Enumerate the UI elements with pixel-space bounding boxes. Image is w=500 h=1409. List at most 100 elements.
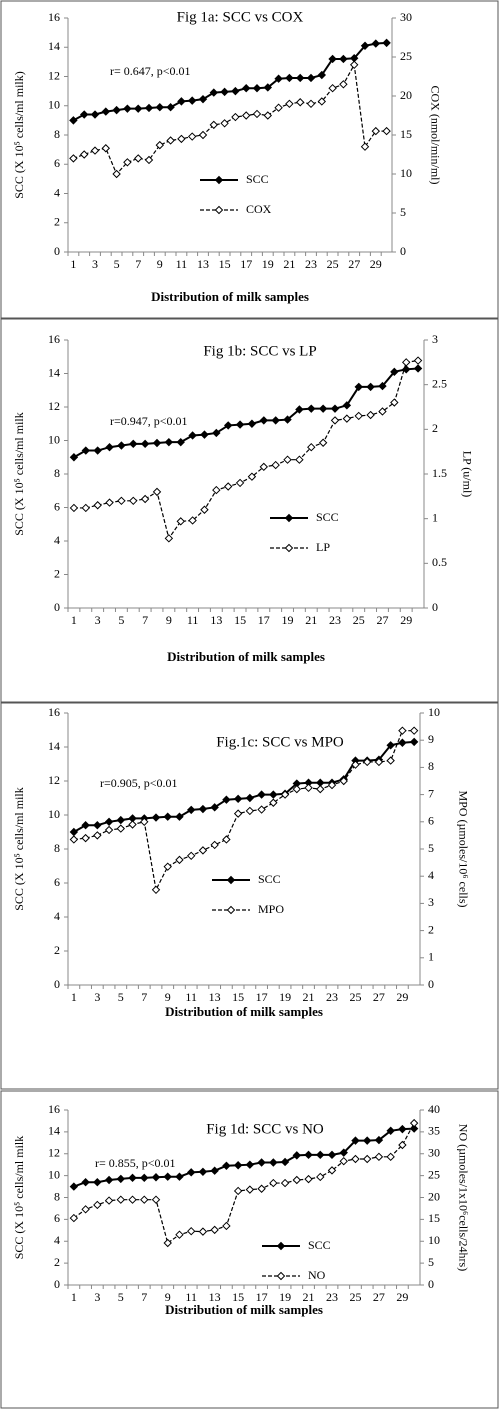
x-tick-label: 23 bbox=[305, 257, 317, 271]
data-point bbox=[151, 1195, 161, 1204]
data-point bbox=[306, 73, 316, 83]
data-point bbox=[223, 421, 233, 430]
y2-tick-label: 2 bbox=[432, 421, 438, 435]
data-point bbox=[269, 798, 278, 807]
y-tick-label: 4 bbox=[54, 185, 60, 199]
x-tick-label: 23 bbox=[326, 990, 338, 1004]
data-point bbox=[81, 446, 91, 455]
data-point bbox=[317, 97, 327, 106]
data-point bbox=[163, 862, 172, 871]
data-point bbox=[222, 835, 231, 844]
y-tick-label: 10 bbox=[48, 807, 60, 821]
data-point bbox=[222, 795, 231, 804]
y2-tick-label: 1 bbox=[432, 510, 438, 524]
data-point bbox=[187, 132, 197, 141]
data-point bbox=[271, 416, 280, 425]
y2-tick-label: 20 bbox=[400, 88, 412, 102]
y-tick-label: 2 bbox=[54, 566, 60, 580]
data-point bbox=[339, 54, 348, 64]
data-point bbox=[316, 1150, 325, 1160]
series-line bbox=[72, 41, 387, 122]
y-tick-label: 14 bbox=[48, 39, 60, 53]
data-point bbox=[129, 496, 138, 506]
data-point bbox=[186, 1168, 196, 1177]
data-point bbox=[81, 820, 90, 830]
y-axis-title: SCC (X 10⁵ cells/ml milk) bbox=[12, 71, 26, 199]
x-tick-label: 5 bbox=[114, 257, 120, 271]
y-axis-title: SCC (X 10⁵ cells/ml milk bbox=[12, 787, 26, 911]
data-point bbox=[241, 83, 251, 93]
data-point bbox=[151, 1173, 161, 1182]
y-tick-label: 16 bbox=[48, 705, 60, 719]
data-point bbox=[390, 367, 399, 377]
chart-title: Fig.1c: SCC vs MPO bbox=[216, 734, 344, 750]
data-point bbox=[269, 790, 278, 799]
y2-axis-title: MPO (µmoles/10⁶ cells) bbox=[456, 790, 470, 907]
y-axis-title: SCC (X 10⁵ cells/ml milk bbox=[12, 412, 26, 536]
legend-label: NO bbox=[308, 1268, 326, 1282]
data-point bbox=[200, 505, 209, 514]
data-point bbox=[280, 1178, 290, 1188]
data-point bbox=[209, 88, 219, 97]
data-point bbox=[409, 737, 419, 747]
y-tick-label: 14 bbox=[48, 1124, 60, 1138]
data-point bbox=[212, 485, 221, 495]
data-point bbox=[259, 462, 269, 472]
data-point bbox=[177, 134, 186, 144]
y-tick-label: 6 bbox=[54, 499, 60, 513]
data-point bbox=[398, 1124, 407, 1134]
data-point bbox=[252, 109, 262, 119]
legend-label: MPO bbox=[258, 902, 284, 916]
data-point bbox=[390, 398, 399, 407]
data-point bbox=[116, 815, 126, 825]
annotation: r= 0.855, p<0.01 bbox=[95, 1156, 176, 1170]
x-tick-label: 13 bbox=[210, 613, 222, 627]
data-point bbox=[93, 501, 102, 510]
data-point bbox=[69, 1182, 79, 1191]
y-tick-label: 8 bbox=[54, 127, 60, 141]
data-point bbox=[360, 142, 370, 151]
x-tick-label: 9 bbox=[157, 257, 163, 271]
y2-tick-label: 5 bbox=[428, 841, 434, 855]
data-point bbox=[285, 99, 294, 109]
data-point bbox=[166, 136, 175, 145]
data-point bbox=[69, 116, 78, 125]
x-tick-label: 11 bbox=[187, 613, 199, 627]
legend-marker bbox=[226, 905, 236, 915]
x-tick-label: 29 bbox=[370, 257, 382, 271]
data-point bbox=[198, 130, 208, 140]
data-point bbox=[175, 1172, 184, 1181]
data-point bbox=[374, 1152, 384, 1162]
data-point bbox=[371, 39, 381, 48]
data-point bbox=[304, 1174, 313, 1184]
data-point bbox=[386, 1152, 395, 1162]
data-point bbox=[198, 846, 208, 855]
data-point bbox=[93, 831, 102, 840]
data-point bbox=[283, 415, 292, 424]
data-point bbox=[245, 793, 255, 803]
data-point bbox=[233, 809, 243, 818]
data-point bbox=[133, 154, 143, 163]
data-point bbox=[316, 1172, 325, 1182]
data-point bbox=[307, 442, 316, 452]
data-point bbox=[362, 1154, 372, 1164]
data-point bbox=[186, 851, 196, 861]
data-point bbox=[374, 757, 384, 767]
data-point bbox=[327, 1166, 337, 1175]
x-tick-label: 15 bbox=[232, 1290, 244, 1304]
y2-tick-label: 10 bbox=[400, 166, 412, 180]
x-tick-label: 21 bbox=[305, 613, 317, 627]
data-point bbox=[263, 111, 273, 120]
y2-tick-label: 2 bbox=[428, 922, 434, 936]
data-point bbox=[210, 803, 219, 812]
data-point bbox=[257, 805, 266, 814]
x-tick-label: 29 bbox=[396, 1290, 408, 1304]
y2-tick-label: 0 bbox=[428, 977, 434, 991]
data-point bbox=[128, 1195, 137, 1204]
data-point bbox=[175, 855, 184, 865]
data-point bbox=[374, 1135, 384, 1145]
y2-tick-label: 1.5 bbox=[432, 466, 447, 480]
data-point bbox=[164, 437, 174, 447]
x-tick-label: 15 bbox=[232, 990, 244, 1004]
data-point bbox=[144, 155, 154, 165]
